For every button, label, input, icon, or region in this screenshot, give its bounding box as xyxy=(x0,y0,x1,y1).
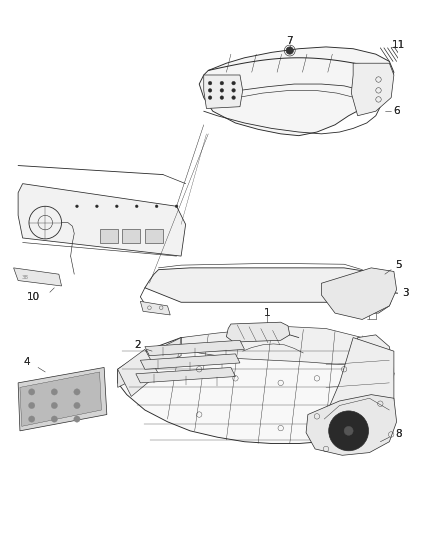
Circle shape xyxy=(28,416,35,422)
Circle shape xyxy=(219,96,223,100)
Polygon shape xyxy=(117,337,181,387)
Circle shape xyxy=(286,47,293,54)
Polygon shape xyxy=(145,268,379,304)
Polygon shape xyxy=(199,47,393,136)
Text: 4: 4 xyxy=(24,357,30,367)
Text: 7: 7 xyxy=(286,36,293,46)
Text: 1: 1 xyxy=(263,308,270,318)
Polygon shape xyxy=(145,229,162,243)
Polygon shape xyxy=(321,268,396,319)
Circle shape xyxy=(175,205,177,208)
Polygon shape xyxy=(305,394,396,455)
Text: 6: 6 xyxy=(392,106,399,116)
Circle shape xyxy=(28,389,35,395)
Polygon shape xyxy=(226,322,289,342)
Text: 8: 8 xyxy=(394,430,401,440)
Text: 1: 1 xyxy=(263,308,270,318)
Text: 11: 11 xyxy=(391,40,404,50)
Polygon shape xyxy=(18,184,185,256)
Circle shape xyxy=(219,88,223,92)
Circle shape xyxy=(343,426,352,435)
Text: 6: 6 xyxy=(392,106,399,116)
Text: 3: 3 xyxy=(402,288,408,298)
Circle shape xyxy=(51,416,57,422)
Circle shape xyxy=(231,88,235,92)
Text: 2: 2 xyxy=(134,340,141,350)
Circle shape xyxy=(115,205,118,208)
Polygon shape xyxy=(203,75,242,109)
Polygon shape xyxy=(140,354,240,369)
Text: 11: 11 xyxy=(391,40,404,50)
Circle shape xyxy=(219,82,223,85)
Circle shape xyxy=(74,416,80,422)
Polygon shape xyxy=(122,229,140,243)
Circle shape xyxy=(95,205,98,208)
Polygon shape xyxy=(18,367,106,431)
Polygon shape xyxy=(135,367,235,383)
Circle shape xyxy=(75,205,78,208)
Polygon shape xyxy=(117,337,393,443)
Polygon shape xyxy=(99,229,117,243)
Text: 7: 7 xyxy=(286,36,293,46)
Text: 8: 8 xyxy=(394,430,401,440)
Circle shape xyxy=(231,82,235,85)
Text: 38: 38 xyxy=(22,274,29,280)
Text: 5: 5 xyxy=(394,260,401,270)
Circle shape xyxy=(51,402,57,409)
Text: 3: 3 xyxy=(402,288,408,298)
Circle shape xyxy=(208,96,212,100)
Polygon shape xyxy=(318,337,393,442)
Polygon shape xyxy=(181,327,389,365)
Text: 2: 2 xyxy=(134,340,141,350)
Circle shape xyxy=(328,411,367,451)
Circle shape xyxy=(51,389,57,395)
Circle shape xyxy=(208,82,212,85)
Circle shape xyxy=(208,88,212,92)
Text: 4: 4 xyxy=(24,357,30,367)
Circle shape xyxy=(74,402,80,409)
Polygon shape xyxy=(117,349,158,397)
Text: 5: 5 xyxy=(394,260,401,270)
Circle shape xyxy=(135,205,138,208)
Polygon shape xyxy=(352,335,393,387)
Polygon shape xyxy=(145,340,244,356)
Polygon shape xyxy=(140,301,170,315)
Polygon shape xyxy=(20,372,101,426)
Circle shape xyxy=(155,205,158,208)
Polygon shape xyxy=(14,268,61,286)
Circle shape xyxy=(74,389,80,395)
Circle shape xyxy=(231,96,235,100)
Text: 10: 10 xyxy=(27,292,40,302)
Circle shape xyxy=(28,402,35,409)
Polygon shape xyxy=(357,279,381,297)
Text: 10: 10 xyxy=(27,292,40,302)
Polygon shape xyxy=(350,279,393,313)
Polygon shape xyxy=(350,63,393,116)
